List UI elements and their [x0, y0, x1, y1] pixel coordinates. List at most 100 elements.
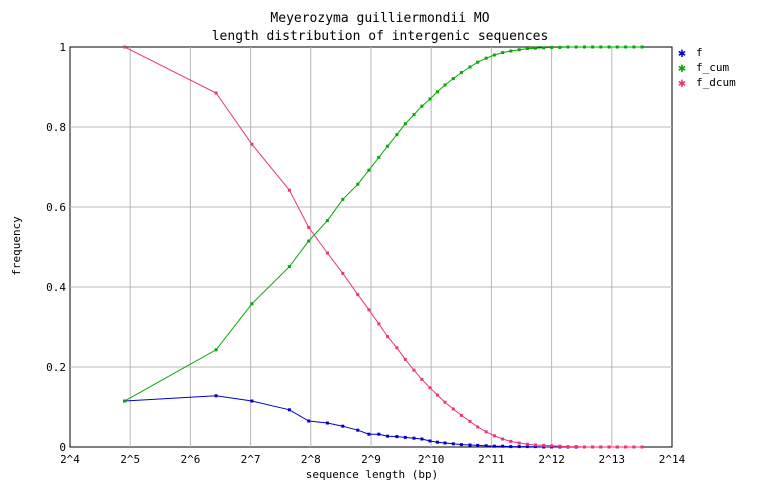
data-point-f-dcum — [501, 437, 505, 441]
data-point-f-dcum — [574, 445, 578, 449]
data-point-f — [356, 428, 360, 432]
data-point-f-cum — [583, 45, 586, 49]
data-point-f-cum — [341, 197, 345, 201]
data-point-f — [214, 394, 218, 398]
data-point-f-cum — [468, 65, 472, 69]
chart-title: Meyerozyma guilliermondii MO — [270, 11, 489, 26]
data-point-f-dcum — [640, 445, 644, 449]
x-tick-label: 2^4 — [60, 453, 80, 466]
data-point-f-cum — [123, 399, 127, 403]
data-point-f — [307, 419, 311, 423]
data-point-f-cum — [451, 77, 455, 81]
data-point-f-cum — [325, 219, 329, 223]
data-point-f-cum — [574, 45, 578, 49]
data-point-f — [492, 444, 496, 448]
x-tick-label: 2^12 — [538, 453, 565, 466]
y-axis-label: frequency — [10, 216, 23, 276]
x-tick-label: 2^5 — [120, 453, 140, 466]
data-point-f-cum — [624, 45, 628, 49]
data-point-f-cum — [615, 45, 619, 49]
data-point-f — [412, 436, 416, 440]
data-point-f-cum — [386, 144, 390, 148]
data-point-f-dcum — [615, 445, 619, 449]
y-tick-label: 0.4 — [46, 281, 66, 294]
legend: ✱ f ✱ f_cum ✱ f_dcum — [678, 46, 736, 91]
data-point-f-cum — [591, 45, 595, 49]
data-point-f-dcum — [591, 445, 595, 449]
data-point-f — [443, 441, 447, 445]
data-point-f-cum — [395, 133, 399, 137]
data-point-f — [435, 440, 439, 444]
data-point-f-cum — [377, 155, 381, 159]
legend-label-f-dcum: f_dcum — [696, 76, 736, 89]
data-point-f-cum — [356, 182, 360, 186]
data-point-f-dcum — [386, 335, 390, 339]
data-point-f-cum — [566, 45, 570, 49]
data-point-f-cum — [412, 113, 416, 117]
data-point-f-cum — [214, 348, 218, 352]
data-point-f-cum — [632, 45, 636, 49]
data-point-f — [533, 445, 537, 449]
data-point-f-cum — [476, 60, 480, 64]
data-point-f-dcum — [307, 225, 311, 229]
data-point-f-cum — [607, 45, 611, 49]
data-point-f-dcum — [435, 393, 439, 397]
data-point-f — [476, 443, 480, 447]
data-point-f-cum — [509, 49, 513, 53]
data-point-f-cum — [492, 53, 496, 57]
x-tick-label: 2^6 — [180, 453, 200, 466]
data-point-f-cum — [484, 56, 488, 60]
data-point-f — [367, 432, 371, 436]
x-tick-label: 2^8 — [301, 453, 321, 466]
data-point-f — [517, 445, 521, 449]
data-point-f-dcum — [428, 386, 432, 390]
data-point-f-dcum — [459, 413, 463, 417]
data-point-f-cum — [403, 122, 407, 126]
x-tick-label: 2^7 — [241, 453, 261, 466]
legend-marker-f-cum: ✱ — [678, 61, 686, 76]
data-point-f-cum — [640, 45, 644, 49]
data-point-f — [459, 443, 463, 447]
data-point-f-dcum — [214, 91, 218, 95]
data-point-f-dcum — [542, 443, 546, 447]
data-point-f-dcum — [583, 445, 586, 449]
data-point-f-dcum — [492, 434, 496, 438]
x-tick-label: 2^9 — [361, 453, 381, 466]
data-point-f-cum — [459, 71, 463, 75]
data-point-f-dcum — [632, 445, 636, 449]
data-point-f — [403, 435, 407, 439]
chart-subtitle: length distribution of intergenic sequen… — [212, 29, 549, 44]
data-point-f — [325, 421, 329, 425]
data-point-f-dcum — [476, 425, 480, 429]
data-point-f-dcum — [250, 142, 254, 146]
x-axis-label: sequence length (bp) — [306, 468, 438, 481]
data-point-f-dcum — [403, 357, 407, 361]
data-point-f-dcum — [525, 442, 529, 446]
data-point-f — [287, 408, 291, 412]
legend-marker-f: ✱ — [678, 46, 686, 61]
data-point-f-cum — [420, 104, 424, 108]
data-point-f-dcum — [517, 441, 521, 445]
data-point-f-cum — [367, 168, 371, 172]
grid: 2^4 2^5 2^6 2^7 2^8 2^9 2^10 2^11 2^12 2^13 2^14 0 0… — [46, 41, 685, 466]
data-point-f — [428, 439, 432, 443]
data-point-f-dcum — [558, 444, 562, 448]
y-tick-label: 0.8 — [46, 121, 66, 134]
data-point-f-cum — [525, 47, 529, 51]
data-point-f-cum — [533, 46, 537, 50]
data-point-f-dcum — [509, 439, 513, 443]
data-point-f-dcum — [451, 407, 455, 411]
data-point-f-dcum — [412, 368, 416, 372]
x-tick-label: 2^10 — [418, 453, 445, 466]
data-point-f — [484, 444, 488, 448]
data-point-f-dcum — [395, 346, 399, 350]
data-point-f — [386, 434, 390, 438]
data-point-f — [250, 399, 254, 403]
data-point-f — [341, 424, 345, 428]
data-point-f-cum — [307, 239, 311, 243]
legend-label-f-cum: f_cum — [696, 61, 729, 74]
data-point-f — [420, 437, 424, 441]
data-point-f — [468, 443, 472, 447]
